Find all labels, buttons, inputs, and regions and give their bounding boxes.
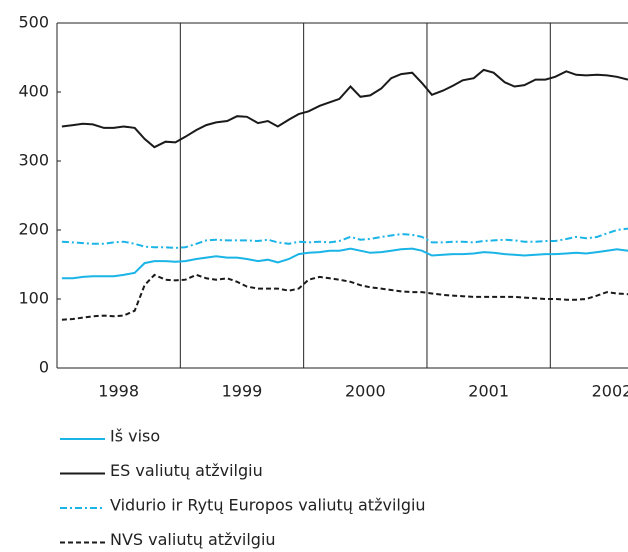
series-line: [61, 227, 628, 249]
series-line: [61, 273, 628, 321]
x-tick-label: 2001: [468, 382, 509, 401]
y-tick-label: 200: [18, 220, 49, 239]
legend-label: Vidurio ir Rytų Europos valiutų atžvilgi…: [110, 496, 426, 515]
legend-label: Iš viso: [110, 427, 160, 446]
y-tick-label: 0: [39, 358, 49, 377]
y-tick-label: 300: [18, 151, 49, 170]
legend-label: ES valiutų atžvilgiu: [110, 461, 263, 480]
series-line: [61, 68, 628, 149]
y-tick-label: 100: [18, 289, 49, 308]
x-tick-label: 1998: [98, 382, 139, 401]
series-line: [61, 247, 628, 280]
y-tick-label: 500: [18, 13, 49, 32]
y-tick-label: 400: [18, 82, 49, 101]
legend-label: NVS valiutų atžvilgiu: [110, 530, 276, 549]
x-tick-label: 2000: [345, 382, 386, 401]
x-tick-label: 2002: [592, 382, 628, 401]
x-tick-label: 1999: [222, 382, 263, 401]
